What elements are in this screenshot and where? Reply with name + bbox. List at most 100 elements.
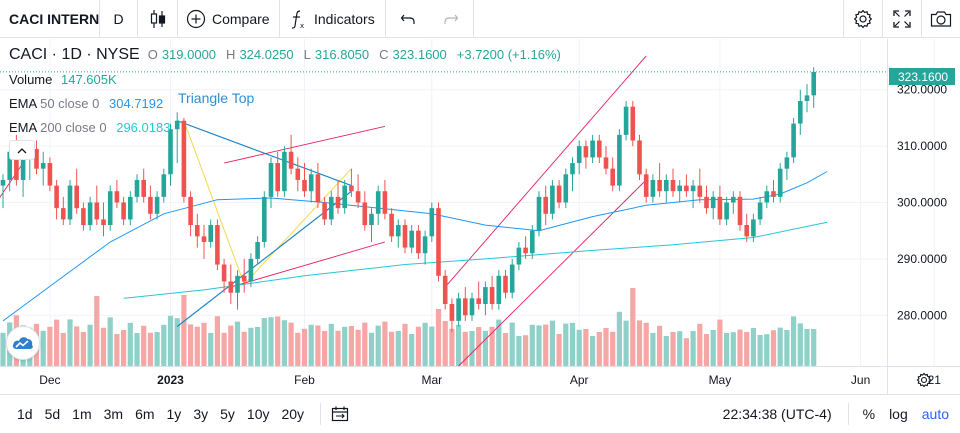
undo-redo-group — [386, 0, 474, 38]
candle-body — [704, 196, 709, 209]
candle-body — [47, 163, 53, 186]
volume-bar — [147, 332, 153, 366]
candle-body — [409, 230, 414, 248]
volume-bar — [630, 288, 636, 366]
top-toolbar: CACI INTERN D Compare x Indicators — [0, 0, 960, 38]
volume-bar — [509, 322, 515, 366]
range-button-3y[interactable]: 3y — [193, 406, 209, 422]
redo-icon[interactable] — [443, 12, 459, 26]
change-value: +3.7200 (+1.16%) — [456, 47, 561, 62]
chart-type-button[interactable] — [138, 0, 178, 38]
volume-bar — [596, 332, 602, 366]
indicators-button[interactable]: x Indicators — [280, 0, 386, 38]
volume-bar — [275, 316, 281, 366]
volume-bar — [683, 338, 689, 366]
clock[interactable]: 22:34:38 (UTC-4) — [723, 403, 849, 425]
candle-body — [141, 179, 146, 197]
volume-bar — [643, 322, 649, 366]
candle-body — [791, 123, 796, 158]
volume-bar — [636, 320, 643, 366]
candle-body — [208, 225, 213, 242]
volume-bar — [234, 321, 241, 366]
legend-collapse-button[interactable] — [9, 140, 35, 160]
candle-body — [302, 179, 307, 192]
range-button-5y[interactable]: 5y — [220, 406, 235, 422]
range-button-20y[interactable]: 20y — [281, 406, 305, 422]
legend-volume[interactable]: Volume 147.605K — [9, 72, 117, 87]
snapshot-button[interactable] — [921, 0, 960, 38]
axis-settings-icon[interactable] — [916, 372, 932, 388]
volume-bar — [248, 327, 254, 366]
candle-body — [0, 179, 6, 186]
time-tick-label: Feb — [294, 373, 315, 387]
settings-button[interactable] — [843, 0, 882, 38]
candle-body — [262, 196, 267, 242]
tradingview-logo[interactable] — [6, 326, 40, 360]
price-chart[interactable]: 280.0000 290.0000 300.0000 310.0000 320.0000… — [0, 39, 960, 394]
fullscreen-button[interactable] — [882, 0, 921, 38]
volume-bar — [536, 325, 542, 366]
ema200-params: 200 close 0 — [40, 120, 107, 135]
volume-bar — [40, 330, 46, 366]
candle-body — [134, 179, 140, 197]
undo-icon[interactable] — [400, 12, 416, 26]
range-button-1d[interactable]: 1d — [17, 406, 33, 422]
volume-bar — [650, 333, 656, 366]
auto-toggle[interactable]: auto — [921, 406, 949, 422]
candle-body — [489, 287, 495, 304]
ema50-line — [2, 171, 828, 322]
volume-bar — [214, 316, 220, 366]
candles-icon — [150, 9, 165, 28]
candle-body — [523, 247, 528, 254]
candle-body — [429, 208, 435, 237]
log-toggle[interactable]: log — [889, 406, 908, 422]
range-button-5d[interactable]: 5d — [44, 406, 61, 422]
legend-ema200[interactable]: EMA 200 close 0 296.0183 — [9, 120, 170, 135]
range-button-1y[interactable]: 1y — [166, 406, 182, 422]
channel-line — [458, 179, 647, 367]
percent-toggle[interactable]: % — [862, 406, 876, 422]
volume-bar — [750, 328, 756, 366]
legend-title: CACI · 1D · NYSE — [9, 46, 140, 63]
volume-bar — [811, 328, 817, 366]
candle-body — [201, 236, 207, 242]
candle-body — [697, 185, 703, 197]
range-selector: 1d 5d 1m 3m 6m 1y 3y 5y 10y 20y — [0, 406, 310, 422]
candle-body — [288, 151, 294, 169]
candle-body — [195, 225, 200, 237]
candle-body — [804, 95, 810, 102]
ema50-params: 50 close 0 — [40, 96, 100, 111]
compare-button[interactable]: Compare — [178, 0, 280, 38]
candle-body — [241, 275, 247, 282]
volume-bar — [167, 315, 174, 366]
chart-axes: 280.0000 290.0000 300.0000 310.0000 320.0000… — [0, 39, 960, 394]
volume-bar — [744, 332, 750, 366]
symbol-search[interactable]: CACI INTERN — [0, 0, 100, 38]
fullscreen-icon — [893, 10, 911, 28]
candle-body — [375, 191, 381, 214]
legend-ema50[interactable]: EMA 50 close 0 304.7192 — [9, 96, 163, 111]
legend: CACI · 1D · NYSE O 319.0000 H 324.0250 L 31… — [9, 46, 567, 64]
candle-body — [670, 179, 676, 192]
volume-bar — [764, 334, 770, 366]
interval-button[interactable]: D — [100, 0, 138, 38]
candle-body — [128, 196, 133, 220]
volume-bar — [529, 324, 535, 366]
volume-bar — [134, 333, 140, 366]
volume-bar — [301, 328, 308, 366]
candle-body — [436, 208, 441, 276]
range-button-3m[interactable]: 3m — [103, 406, 124, 422]
candle-body — [751, 219, 756, 237]
candle-body — [54, 185, 59, 209]
volume-bar — [449, 328, 455, 366]
low-key: L — [303, 47, 311, 62]
range-button-6m[interactable]: 6m — [135, 406, 155, 422]
range-button-10y[interactable]: 10y — [246, 406, 270, 422]
volume-bar — [543, 324, 549, 366]
volume-bar — [281, 320, 287, 366]
range-button-1m[interactable]: 1m — [72, 406, 92, 422]
volume-bar — [348, 326, 354, 366]
channel-line — [230, 241, 386, 288]
calendar-range-icon[interactable] — [331, 406, 349, 422]
candle-body — [650, 179, 656, 197]
